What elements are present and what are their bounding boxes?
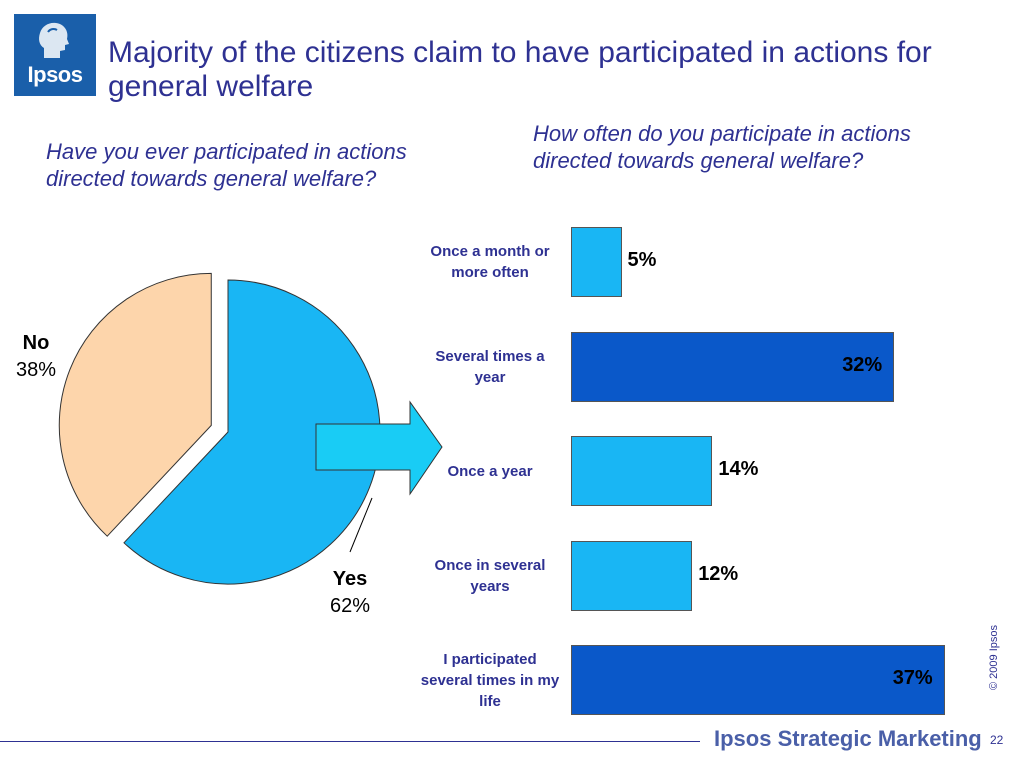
right-arrow-icon: [315, 400, 443, 496]
footer-brand: Ipsos Strategic Marketing: [714, 726, 982, 751]
pie-label-no-name: No: [22, 332, 50, 354]
bar-category-label: Once a month or more often: [430, 243, 550, 281]
pie-slice-yes: [123, 279, 381, 585]
ipsos-logo: Ipsos: [14, 14, 96, 96]
bar-category-label: I participated several times in my life: [420, 650, 560, 710]
pie-question: Have you ever participated in actions di…: [46, 139, 407, 191]
bar-value-label: 14%: [718, 458, 759, 480]
logo-text: Ipsos: [27, 62, 83, 87]
bar-value-label: 12%: [698, 562, 739, 585]
pie-chart: [58, 272, 381, 585]
logo-head-icon: [39, 22, 69, 58]
pie-slice-no: [58, 272, 212, 537]
footer-divider: [0, 741, 700, 742]
pie-label-yes: Yes 62%: [320, 566, 380, 620]
bar: [571, 436, 713, 506]
bar-category-label: Several times a year: [435, 347, 545, 386]
pie-label-no: No 38%: [6, 330, 66, 384]
pie-label-no-value: 38%: [15, 359, 57, 381]
bar: [571, 227, 622, 297]
yes-leader-line: [349, 497, 373, 553]
bar: [571, 540, 693, 611]
bar: [571, 645, 945, 715]
page-title: Majority of the citizens claim to have p…: [108, 36, 932, 103]
bar: [571, 331, 895, 402]
bar-category-label: Once in several years: [434, 556, 546, 595]
bar-value-label: 37%: [892, 667, 933, 689]
pie-label-yes-name: Yes: [332, 568, 368, 590]
bar-question: How often do you participate in actions …: [533, 121, 911, 173]
bar-value-label: 32%: [842, 353, 883, 376]
page-number: 22: [990, 733, 1004, 747]
pie-label-yes-value: 62%: [329, 595, 371, 617]
bar-category-label: Once a year: [447, 462, 533, 480]
bar-value-label: 5%: [627, 249, 657, 271]
copyright-text: © 2009 Ipsos: [988, 625, 1000, 690]
